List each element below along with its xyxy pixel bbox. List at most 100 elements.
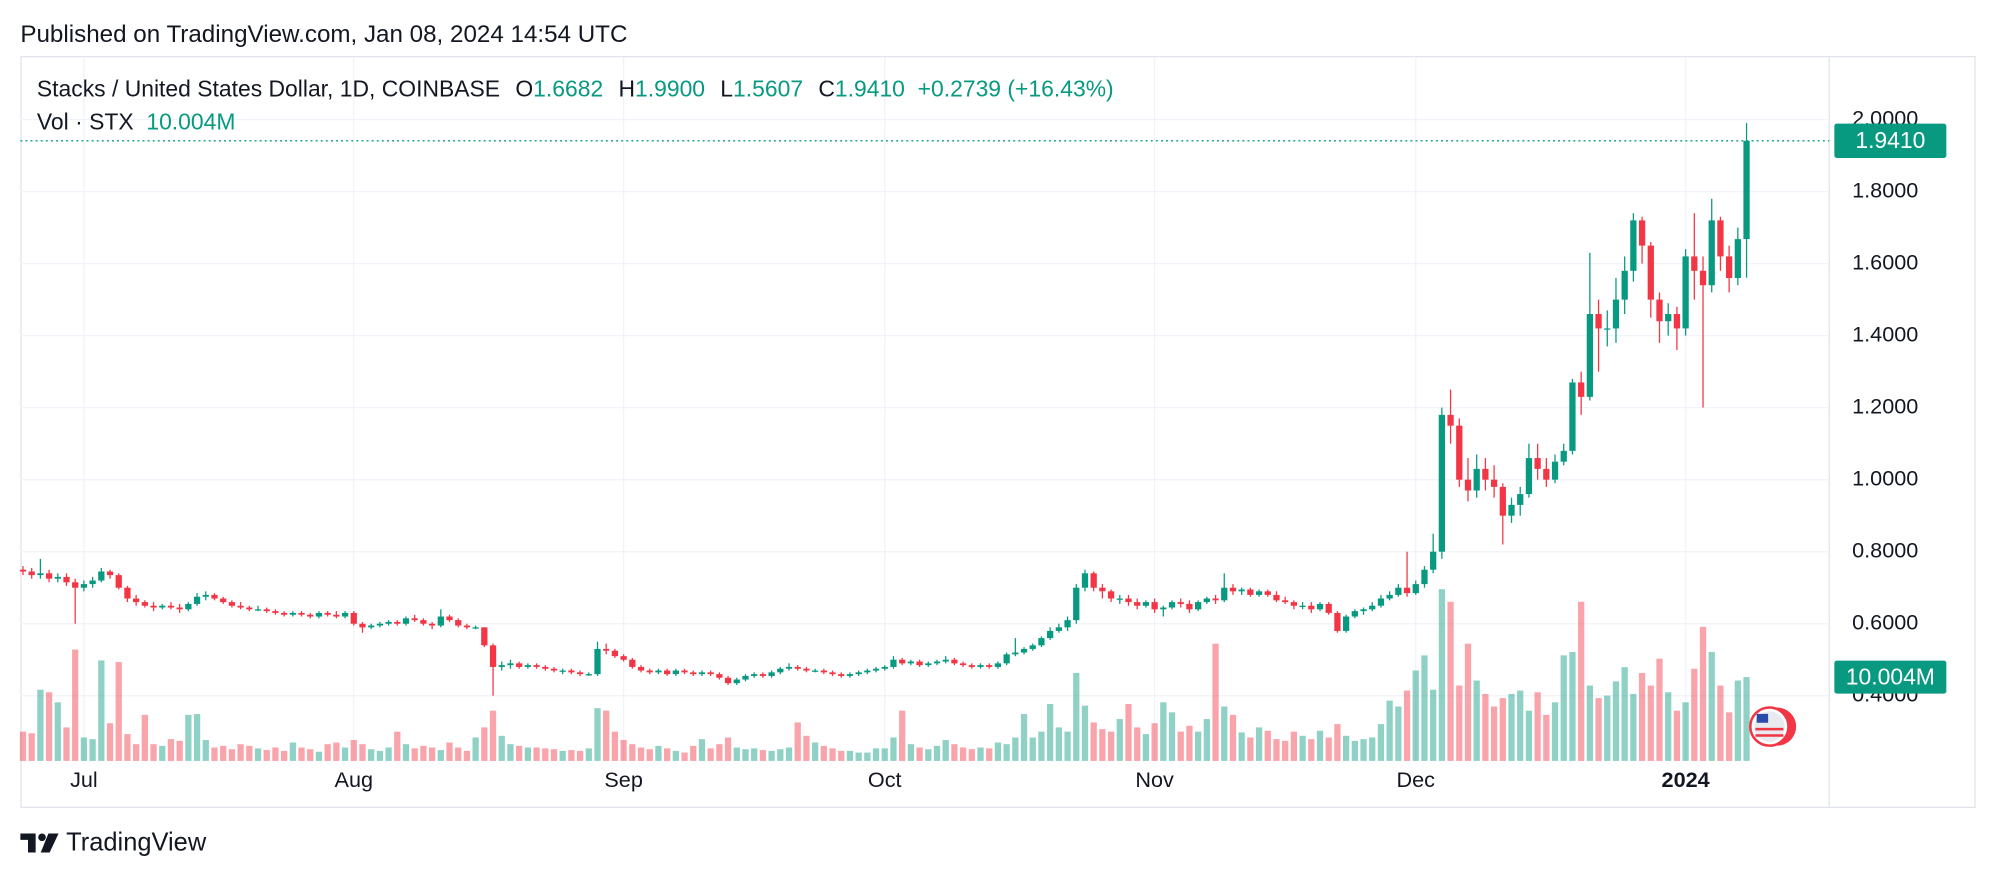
volume-bar [1064,731,1071,761]
volume-bar [298,747,305,761]
volume-bar [733,747,740,761]
volume-bar [925,749,932,761]
candle-body [1673,314,1681,329]
candle-body [1586,314,1593,397]
volume-bar [193,714,201,761]
volume-bar [289,742,296,761]
volume-bar [411,748,418,761]
volume-bar [1090,722,1097,761]
candle-body [307,614,314,617]
candle-body [838,674,845,676]
volume-bar [1665,692,1672,761]
volume-bar [394,731,401,761]
volume-bar [220,745,227,761]
volume-bar [472,737,479,761]
volume-bar [568,750,575,761]
candle-body [864,670,871,673]
volume-bar [1203,719,1210,761]
volume-bar [942,739,949,761]
volume-legend: Vol · STX 10.004M [37,108,236,134]
volume-bar [724,737,732,761]
candle-body [603,648,610,651]
candle-body [376,623,384,626]
candles [19,123,1750,696]
candle-body [1490,479,1498,487]
candle-body [1630,220,1637,271]
candle-body [150,605,157,608]
candle-body [672,670,679,675]
volume-bar [603,710,610,761]
candle-body [1264,591,1271,595]
y-tick-label: 0.8000 [1852,537,1918,562]
volume-bar [437,750,444,761]
volume-bar [1508,693,1515,761]
volume-bar [1386,700,1393,761]
volume-bar [550,749,558,761]
candle-body [1003,654,1010,664]
candle-body [359,623,366,628]
volume-bar [611,731,619,761]
candle-body [1064,620,1071,628]
candle-body [1438,414,1446,552]
volume-bar [176,740,183,761]
volume-bar [585,748,592,761]
candle-body [1125,598,1132,603]
volume-bar [463,750,471,761]
candle-body [455,620,462,626]
volume-bar [489,710,497,761]
volume-bar [1360,739,1367,761]
candle-body [986,665,993,667]
volume-bar [1377,724,1385,761]
candle-body [1421,569,1428,585]
candle-body [916,661,923,666]
candle-body [994,663,1002,667]
volume-bar [1055,727,1062,761]
volume-bar [777,749,784,761]
volume-bar [237,744,244,761]
candle-body [141,602,148,606]
candle-body [1656,299,1663,322]
volume-bar [1308,739,1315,761]
volume-bar [977,747,984,761]
candle-body [1734,239,1741,279]
volume-bar [133,744,140,761]
volume-bar [1038,731,1045,761]
candle-body [341,612,349,617]
volume-bar [1525,710,1533,761]
candle-body [1595,314,1602,329]
candle-body [1412,584,1419,594]
volume-bar [1708,652,1715,761]
volume-bar [1691,668,1698,761]
candle-body [777,668,784,673]
candle-body [1482,468,1489,480]
volume-bar [1403,690,1411,761]
brand-logo [20,833,59,853]
candle-body [394,621,401,624]
candle-body [559,670,566,672]
logo-shape [20,833,36,853]
candle-body [1508,504,1515,516]
candle-body [1290,602,1298,606]
volume-bar [951,744,958,761]
change: +0.2739 (+16.43%) [918,75,1114,101]
volume-bar [959,747,967,761]
volume-bar [45,692,53,761]
candle-body [1142,602,1150,606]
x-tick-label: Dec [1397,767,1436,792]
candle-body [411,618,418,621]
candle-body [89,580,96,585]
candle-body [1665,314,1672,322]
volume-bar [855,752,862,761]
candle-body [1160,607,1167,610]
volume-bar [1221,706,1228,761]
candle-body [1168,602,1176,608]
candle-body [1708,220,1715,286]
volume-bar [1168,712,1176,761]
volume-bar [994,742,1002,761]
price-tag: 1.9410 [1855,127,1925,153]
volume-bar [37,689,44,761]
candle-body [489,645,497,667]
volume-bar [1160,702,1167,761]
volume-bar [594,708,601,761]
volume-bar [759,750,767,761]
